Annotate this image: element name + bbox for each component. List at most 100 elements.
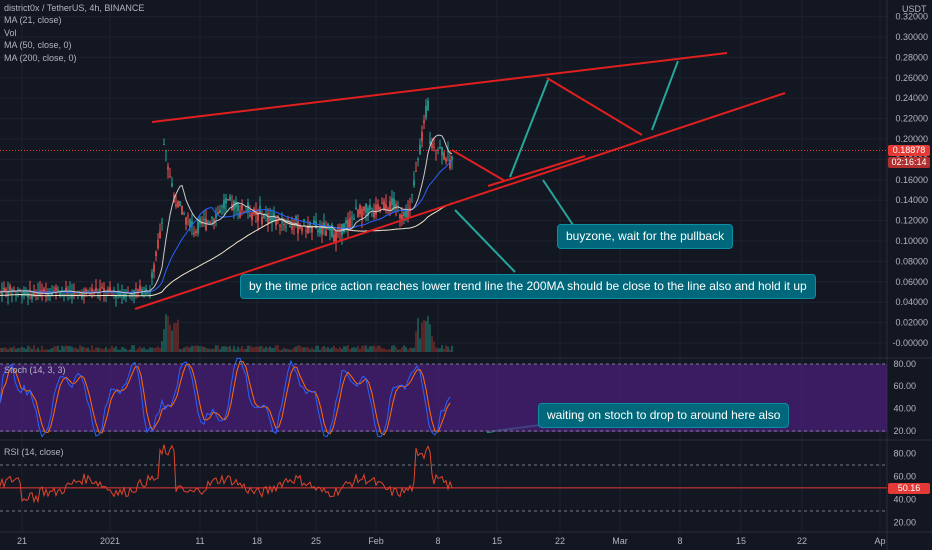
- candle-body: [425, 105, 427, 118]
- volume-bar: [237, 346, 239, 352]
- rsi-title[interactable]: RSI (14, close): [4, 447, 64, 457]
- candle-body: [159, 231, 161, 239]
- volume-bar: [35, 349, 37, 352]
- candle-body: [423, 120, 425, 124]
- volume-bar: [343, 346, 345, 352]
- volume-bar: [189, 347, 191, 352]
- volume-bar: [441, 345, 443, 352]
- candle-body: [375, 204, 377, 215]
- price-tick-label: 0.06000: [895, 277, 928, 287]
- volume-bar: [23, 347, 25, 352]
- volume-bar: [451, 345, 453, 352]
- candle-body: [439, 146, 441, 149]
- volume-bar: [201, 345, 203, 352]
- volume-bar: [13, 346, 15, 352]
- time-tick-label: 25: [311, 536, 321, 546]
- candle-body: [221, 206, 223, 208]
- volume-bar: [179, 349, 181, 352]
- time-tick-label: 22: [555, 536, 565, 546]
- time-tick-label: 2021: [100, 536, 120, 546]
- volume-bar: [63, 346, 65, 352]
- volume-bar: [61, 345, 63, 352]
- stoch-title[interactable]: Stoch (14, 3, 3): [4, 365, 66, 375]
- volume-bar: [95, 347, 97, 352]
- candle-body: [257, 211, 259, 222]
- candle-body: [223, 200, 225, 209]
- volume-bar: [91, 345, 93, 352]
- candle-body: [91, 288, 93, 293]
- volume-bar: [85, 347, 87, 352]
- candle-body: [331, 224, 333, 237]
- volume-bar: [391, 345, 393, 352]
- volume-bar: [5, 347, 7, 352]
- legend-ma21[interactable]: MA (21, close): [4, 15, 62, 25]
- candle-body: [217, 212, 219, 214]
- candle-body: [183, 212, 185, 214]
- volume-bar: [375, 347, 377, 352]
- candle-body: [421, 132, 423, 142]
- legend-ma200[interactable]: MA (200, close, 0): [4, 53, 77, 63]
- price-tick-label: -0.00000: [892, 338, 928, 348]
- candle-body: [237, 203, 239, 212]
- candle-body: [407, 209, 409, 218]
- volume-bar: [161, 341, 163, 352]
- volume-bar: [293, 347, 295, 352]
- volume-bar: [251, 346, 253, 352]
- volume-bar: [183, 347, 185, 352]
- candle-body: [341, 223, 343, 236]
- candle-body: [55, 287, 57, 291]
- volume-bar: [39, 349, 41, 352]
- candle-body: [297, 221, 299, 234]
- candle-body: [429, 140, 431, 144]
- volume-bar: [315, 346, 317, 352]
- volume-bar: [65, 345, 67, 352]
- candle-body: [363, 207, 365, 211]
- candle-body: [385, 204, 387, 211]
- price-tick-label: 0.28000: [895, 52, 928, 62]
- axes: 0.32000 0.30000 0.28000 0.26000 0.24000 0.220…: [17, 12, 928, 546]
- candle-body: [367, 207, 369, 217]
- buyzone-note[interactable]: buyzone, wait for the pullback: [557, 224, 734, 249]
- volume-bar: [9, 347, 11, 352]
- volume-bar: [325, 347, 327, 352]
- candle-body: [137, 289, 139, 292]
- volume-bar: [73, 347, 75, 352]
- projected-rise: [509, 79, 549, 178]
- volume-bar: [163, 329, 165, 352]
- price-tick-label: 0.32000: [895, 12, 928, 22]
- legend-ma50[interactable]: MA (50, close, 0): [4, 40, 72, 50]
- volume-bar: [307, 346, 309, 352]
- candle-body: [7, 291, 9, 295]
- candle-body: [359, 205, 361, 215]
- legend-vol[interactable]: Vol: [4, 28, 17, 38]
- volume-bar: [349, 349, 351, 352]
- stoch-note[interactable]: waiting on stoch to drop to around here …: [538, 403, 790, 428]
- countdown-tag: 02:16:14: [888, 157, 930, 168]
- candle-body: [95, 287, 97, 292]
- volume-bar: [187, 346, 189, 352]
- volume-bar: [259, 346, 261, 352]
- symbol-title[interactable]: district0x / TetherUS, 4h, BINANCE: [4, 3, 145, 13]
- candle-body: [175, 204, 177, 207]
- price-tick-label: 0.10000: [895, 236, 928, 246]
- candle-body: [115, 295, 117, 298]
- volume-bar: [407, 349, 409, 352]
- volume-bar: [155, 347, 157, 352]
- volume-bar: [83, 347, 85, 352]
- volume-bar: [137, 348, 139, 352]
- candle-body: [311, 226, 313, 233]
- candle-body: [435, 149, 437, 151]
- candle-body: [205, 218, 207, 231]
- rsi-tick-label: 60.00: [893, 472, 916, 482]
- candle-body: [85, 289, 87, 293]
- candle-body: [275, 219, 277, 226]
- volume-bar: [397, 349, 399, 352]
- volume-bar: [41, 345, 43, 352]
- price-tick-label: 0.02000: [895, 318, 928, 328]
- candle-body: [301, 227, 303, 232]
- price-tick-label: 0.14000: [895, 195, 928, 205]
- volume-bar: [309, 349, 311, 352]
- ma200-note[interactable]: by the time price action reaches lower t…: [240, 274, 816, 299]
- volume-bar: [105, 346, 107, 352]
- candle-body: [139, 285, 141, 291]
